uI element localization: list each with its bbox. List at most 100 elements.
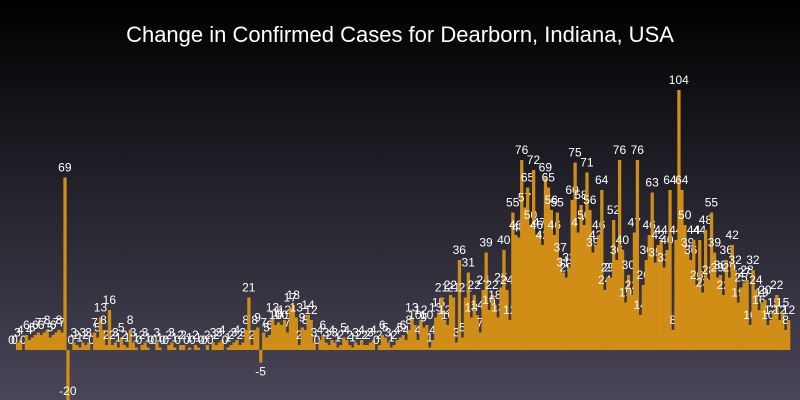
bar	[371, 340, 376, 350]
data-label: 9	[254, 311, 261, 325]
bar	[561, 272, 565, 350]
data-label: 31	[462, 256, 476, 270]
bar	[665, 250, 669, 350]
bar	[748, 325, 752, 350]
bar	[680, 190, 684, 350]
bar	[573, 162, 577, 350]
bar	[422, 327, 426, 350]
data-label: 50	[678, 208, 692, 222]
data-label: 64	[663, 173, 677, 187]
data-label: 2	[177, 328, 184, 342]
data-label: 16	[103, 293, 117, 307]
data-label: 9	[420, 311, 427, 325]
bar	[757, 310, 761, 350]
bar	[588, 210, 592, 350]
bar	[158, 347, 162, 350]
bar	[205, 345, 210, 350]
data-label: 1	[186, 331, 193, 345]
data-label: 3	[311, 326, 318, 340]
bar	[351, 347, 355, 350]
bar	[754, 290, 758, 350]
data-label: 8	[302, 313, 309, 327]
bar	[579, 205, 583, 350]
data-label: 21	[435, 281, 449, 295]
bar	[445, 325, 450, 350]
bar	[368, 342, 373, 350]
data-label: 4	[370, 323, 377, 337]
bar	[244, 330, 248, 350]
data-label: 69	[539, 161, 553, 175]
bar	[179, 345, 183, 350]
data-label: 12	[438, 303, 452, 317]
bar	[493, 305, 497, 350]
bar	[463, 297, 468, 350]
data-label: 15	[776, 296, 790, 310]
data-label: 4	[429, 323, 436, 337]
bar	[457, 260, 462, 350]
data-label: 22	[444, 278, 458, 292]
data-label: 36	[453, 243, 467, 257]
bar	[766, 325, 770, 350]
data-label: 2	[248, 328, 255, 342]
bar	[413, 325, 417, 350]
bar	[404, 340, 408, 350]
data-label: 6	[320, 318, 327, 332]
bar	[291, 305, 296, 350]
data-label: 2	[82, 328, 89, 342]
bar	[282, 320, 287, 350]
data-label: 2	[296, 328, 303, 342]
bar	[526, 187, 530, 350]
data-label: 3	[367, 326, 374, 340]
data-label: 55	[551, 196, 565, 210]
bar	[529, 225, 533, 350]
bar	[235, 340, 239, 350]
bar	[122, 345, 126, 350]
bar	[247, 297, 251, 350]
data-label: 7	[59, 316, 66, 330]
bar	[256, 327, 260, 350]
data-label: 19	[755, 286, 769, 300]
bar	[617, 160, 622, 350]
bar	[620, 250, 625, 350]
bar	[531, 170, 536, 350]
data-label: 0	[8, 333, 15, 347]
bar	[434, 317, 438, 350]
data-label: 5	[94, 321, 101, 335]
bar	[155, 342, 159, 350]
bar	[612, 220, 616, 350]
data-label: 18	[488, 288, 502, 302]
bar	[306, 315, 310, 350]
data-label: 7	[35, 316, 42, 330]
bar	[362, 345, 367, 350]
bar	[543, 177, 548, 350]
data-label: 8	[242, 313, 249, 327]
data-label: 76	[515, 143, 529, 157]
bar	[508, 320, 512, 350]
data-label: 46	[530, 218, 544, 232]
data-label: 5	[382, 321, 389, 335]
data-label: 2	[213, 328, 220, 342]
data-label: 4	[343, 323, 350, 337]
data-label: 2	[376, 328, 383, 342]
data-label: 5	[29, 321, 36, 335]
bar	[66, 350, 70, 400]
bar	[78, 347, 82, 350]
data-label: 13	[94, 301, 108, 315]
data-label: 13	[266, 301, 280, 315]
data-label: 3	[231, 326, 238, 340]
data-label: 69	[58, 161, 72, 175]
bar	[425, 325, 429, 350]
bar	[330, 340, 334, 350]
data-label: 32	[728, 253, 742, 267]
data-label: 8	[406, 313, 413, 327]
data-label: 21	[447, 281, 461, 295]
bar	[72, 342, 76, 350]
bar	[677, 90, 681, 350]
bar	[265, 337, 269, 350]
bar	[555, 212, 559, 350]
bar	[537, 232, 542, 350]
data-label: 10	[408, 308, 422, 322]
data-label: 13	[429, 301, 443, 315]
data-label: 3	[112, 326, 119, 340]
